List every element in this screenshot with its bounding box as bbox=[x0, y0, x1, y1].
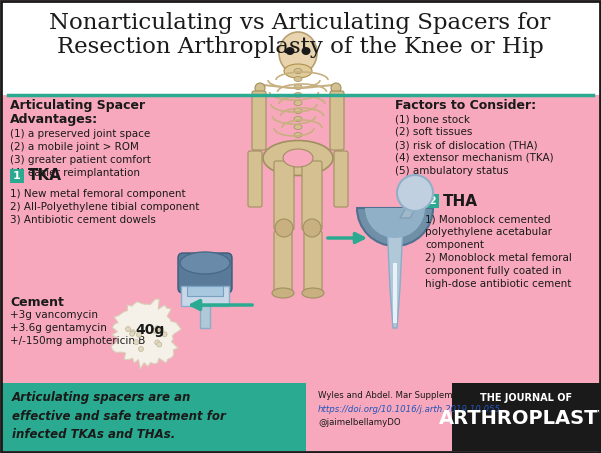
FancyBboxPatch shape bbox=[452, 383, 600, 451]
Circle shape bbox=[138, 347, 144, 352]
Text: THA: THA bbox=[443, 193, 478, 208]
FancyBboxPatch shape bbox=[274, 161, 294, 230]
Text: (2) a mobile joint > ROM: (2) a mobile joint > ROM bbox=[10, 142, 139, 152]
Text: Articulating Spacer: Articulating Spacer bbox=[10, 99, 145, 112]
Circle shape bbox=[157, 342, 162, 347]
Text: 40g: 40g bbox=[135, 323, 165, 337]
Text: component: component bbox=[425, 240, 484, 250]
Circle shape bbox=[130, 330, 135, 335]
Text: Factors to Consider:: Factors to Consider: bbox=[395, 99, 536, 112]
Ellipse shape bbox=[294, 85, 302, 90]
FancyBboxPatch shape bbox=[10, 169, 24, 183]
Text: high-dose antibiotic cement: high-dose antibiotic cement bbox=[425, 279, 572, 289]
Ellipse shape bbox=[302, 288, 324, 298]
Circle shape bbox=[397, 175, 433, 211]
Polygon shape bbox=[400, 206, 417, 218]
Ellipse shape bbox=[263, 140, 333, 175]
Text: Advantages:: Advantages: bbox=[10, 113, 98, 126]
Text: 2: 2 bbox=[428, 196, 436, 206]
Circle shape bbox=[159, 328, 164, 333]
Text: 2) All-Polyethylene tibial component: 2) All-Polyethylene tibial component bbox=[10, 202, 200, 212]
FancyBboxPatch shape bbox=[1, 1, 600, 95]
FancyBboxPatch shape bbox=[187, 286, 223, 296]
Text: Nonarticulating vs Articulating Spacers for: Nonarticulating vs Articulating Spacers … bbox=[49, 12, 551, 34]
FancyBboxPatch shape bbox=[252, 91, 266, 150]
Ellipse shape bbox=[294, 77, 302, 82]
Ellipse shape bbox=[294, 68, 302, 73]
Ellipse shape bbox=[294, 116, 302, 121]
Text: polyethylene acetabular: polyethylene acetabular bbox=[425, 227, 552, 237]
Circle shape bbox=[153, 328, 157, 333]
Text: Wyles and Abdel. Mar Supplement 2020: Wyles and Abdel. Mar Supplement 2020 bbox=[318, 391, 492, 400]
FancyBboxPatch shape bbox=[425, 194, 439, 208]
Text: https://doi.org/10.1016/j.arth.2019.10.055: https://doi.org/10.1016/j.arth.2019.10.0… bbox=[318, 405, 501, 414]
FancyBboxPatch shape bbox=[181, 286, 229, 306]
Text: 1) New metal femoral component: 1) New metal femoral component bbox=[10, 189, 186, 199]
Ellipse shape bbox=[294, 109, 302, 114]
Text: @jaimelbellamyDO: @jaimelbellamyDO bbox=[318, 418, 401, 427]
Ellipse shape bbox=[294, 140, 302, 145]
FancyBboxPatch shape bbox=[1, 383, 306, 451]
Text: +3.6g gentamycin: +3.6g gentamycin bbox=[10, 323, 107, 333]
Text: 2) Monoblock metal femoral: 2) Monoblock metal femoral bbox=[425, 253, 572, 263]
FancyBboxPatch shape bbox=[302, 161, 322, 230]
FancyBboxPatch shape bbox=[200, 306, 210, 328]
Ellipse shape bbox=[272, 288, 294, 298]
Ellipse shape bbox=[331, 83, 341, 93]
Ellipse shape bbox=[279, 32, 317, 74]
Ellipse shape bbox=[180, 252, 230, 274]
FancyBboxPatch shape bbox=[304, 231, 322, 295]
Text: 3) Antibiotic cement dowels: 3) Antibiotic cement dowels bbox=[10, 215, 156, 225]
Text: Resection Arthroplasty of the Knee or Hip: Resection Arthroplasty of the Knee or Hi… bbox=[56, 36, 543, 58]
Circle shape bbox=[134, 340, 139, 345]
Text: TKA: TKA bbox=[28, 169, 62, 183]
Text: (3) greater patient comfort: (3) greater patient comfort bbox=[10, 155, 151, 165]
Text: Articulating spacers are an
effective and safe treatment for
infected TKAs and T: Articulating spacers are an effective an… bbox=[12, 391, 226, 441]
Text: 1) Monoblock cemented: 1) Monoblock cemented bbox=[425, 214, 551, 224]
Text: +3g vancomycin: +3g vancomycin bbox=[10, 310, 98, 320]
Circle shape bbox=[275, 219, 293, 237]
Text: ARTHROPLASTY: ARTHROPLASTY bbox=[439, 409, 601, 428]
Polygon shape bbox=[387, 223, 403, 328]
FancyBboxPatch shape bbox=[274, 231, 292, 295]
Ellipse shape bbox=[302, 47, 311, 55]
Circle shape bbox=[130, 331, 135, 336]
Circle shape bbox=[155, 326, 160, 331]
Text: THE JOURNAL OF: THE JOURNAL OF bbox=[480, 393, 572, 403]
Text: (5) ambulatory status: (5) ambulatory status bbox=[395, 166, 508, 176]
FancyBboxPatch shape bbox=[393, 263, 397, 323]
Ellipse shape bbox=[294, 132, 302, 138]
FancyBboxPatch shape bbox=[334, 151, 348, 207]
Ellipse shape bbox=[294, 92, 302, 97]
Circle shape bbox=[154, 340, 160, 345]
Text: (2) soft tissues: (2) soft tissues bbox=[395, 127, 472, 137]
Ellipse shape bbox=[255, 83, 265, 93]
Ellipse shape bbox=[294, 101, 302, 106]
Circle shape bbox=[162, 332, 167, 337]
Text: Cement: Cement bbox=[10, 296, 64, 309]
Ellipse shape bbox=[283, 149, 313, 167]
FancyBboxPatch shape bbox=[178, 253, 232, 293]
Ellipse shape bbox=[284, 64, 312, 78]
Text: component fully coated in: component fully coated in bbox=[425, 266, 561, 276]
Wedge shape bbox=[365, 208, 425, 238]
FancyBboxPatch shape bbox=[248, 151, 262, 207]
Circle shape bbox=[126, 327, 130, 332]
Text: +/-150mg amphotericin B: +/-150mg amphotericin B bbox=[10, 336, 145, 346]
Circle shape bbox=[303, 219, 321, 237]
Text: (3) risk of dislocation (THA): (3) risk of dislocation (THA) bbox=[395, 140, 538, 150]
Ellipse shape bbox=[285, 47, 294, 55]
Text: (4) extensor mechanism (TKA): (4) extensor mechanism (TKA) bbox=[395, 153, 554, 163]
Wedge shape bbox=[357, 208, 433, 246]
Text: (1) bone stock: (1) bone stock bbox=[395, 114, 470, 124]
Text: (4) easier reimplantation: (4) easier reimplantation bbox=[10, 168, 140, 178]
Ellipse shape bbox=[294, 125, 302, 130]
Polygon shape bbox=[111, 299, 182, 369]
Text: (1) a preserved joint space: (1) a preserved joint space bbox=[10, 129, 150, 139]
FancyBboxPatch shape bbox=[330, 91, 344, 150]
Circle shape bbox=[136, 332, 142, 337]
Text: 1: 1 bbox=[13, 171, 21, 181]
